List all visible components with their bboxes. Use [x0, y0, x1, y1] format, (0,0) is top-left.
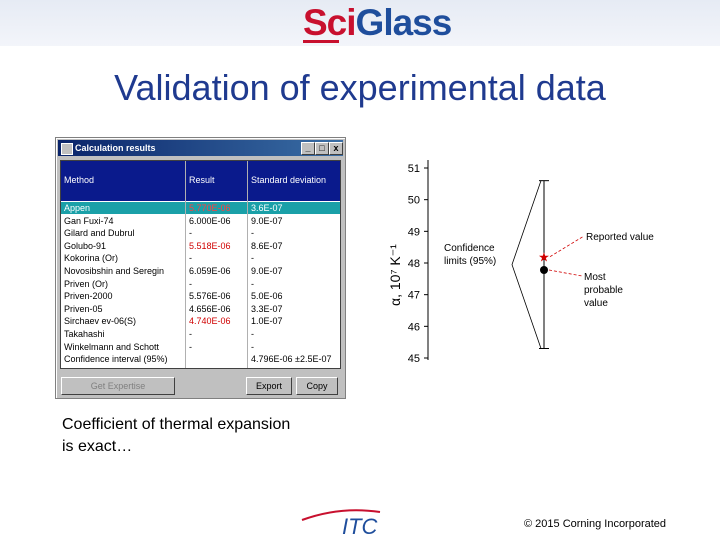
- y-tick-label: 51: [408, 163, 420, 175]
- reported-value-marker: ★: [538, 251, 550, 266]
- close-button[interactable]: x: [329, 142, 343, 155]
- table-cell-method: Confidence interval (95%): [64, 354, 168, 365]
- calculation-results-window: Calculation results _ □ x Method Result …: [55, 137, 346, 399]
- table-row[interactable]: Sirchaev ev-06(S) 4.740E-06 1.0E-07: [61, 315, 340, 327]
- table-cell-method: Winkelmann and Schott: [64, 341, 160, 352]
- sciglass-logo: SciGlass: [303, 2, 452, 43]
- minimize-button[interactable]: _: [301, 142, 315, 155]
- y-tick-label: 48: [408, 258, 420, 270]
- logo-underline: [303, 40, 339, 43]
- most-probable-label: value: [584, 298, 608, 309]
- window-titlebar[interactable]: Calculation results _ □ x: [58, 140, 343, 156]
- table-cell-method: Priven-05: [64, 303, 103, 314]
- table-cell-sd: 9.0E-07: [251, 215, 283, 226]
- table-row[interactable]: Winkelmann and Schott - -: [61, 341, 340, 353]
- y-axis-label: α, 10⁷ K⁻¹: [387, 244, 403, 306]
- table-cell-sd: 5.0E-06: [251, 291, 283, 302]
- get-expertise-button[interactable]: Get Expertise: [61, 377, 175, 395]
- column-divider: [247, 161, 248, 368]
- y-tick-label: 45: [408, 353, 420, 365]
- header-band: [0, 0, 720, 46]
- table-cell-sd: -: [251, 253, 254, 264]
- maximize-button[interactable]: □: [315, 142, 329, 155]
- table-cell-method: Appen: [64, 203, 91, 213]
- most-probable-label: Most: [584, 272, 606, 283]
- copyright: © 2015 Corning Incorporated: [524, 518, 667, 530]
- table-cell-result: -: [189, 253, 192, 264]
- confidence-bracket: [511, 180, 542, 349]
- table-cell-result: 4.740E-06: [189, 316, 231, 327]
- column-divider: [185, 161, 186, 368]
- table-cell-sd: 9.0E-07: [251, 266, 283, 276]
- column-header-method[interactable]: Method: [64, 175, 95, 185]
- slide-title: Validation of experimental data: [114, 67, 606, 108]
- table-row[interactable]: Gilard and Dubrul - -: [61, 227, 340, 239]
- table-cell-method: Golubo-91: [64, 240, 107, 251]
- table-row[interactable]: Takahashi - -: [61, 328, 340, 340]
- y-tick-label: 50: [408, 195, 420, 207]
- export-button[interactable]: Export: [246, 377, 292, 395]
- table-cell-sd: -: [251, 341, 254, 352]
- table-cell-result: 4.656E-06: [189, 303, 231, 314]
- confidence-label: Confidence: [444, 243, 495, 254]
- caption-line: is exact…: [62, 438, 133, 455]
- table-cell-method: Takahashi: [64, 329, 105, 339]
- table-cell-result: 6.000E-06: [189, 215, 231, 226]
- table-cell-sd: 1.0E-07: [251, 316, 283, 327]
- results-grid[interactable]: Method Result Standard deviation Appen 5.…: [60, 160, 341, 369]
- table-cell-result: -: [189, 341, 192, 352]
- table-cell-result: 5.576E-06: [189, 291, 231, 302]
- reported-value-arrow: [549, 235, 585, 258]
- y-tick-label: 46: [408, 321, 420, 333]
- y-tick-label: 49: [408, 226, 420, 238]
- itc-swoosh-icon: [301, 509, 381, 521]
- window-title: Calculation results: [75, 143, 156, 153]
- table-cell-method: Kokorina (Or): [64, 253, 119, 264]
- table-cell-sd: -: [251, 278, 254, 289]
- column-header-standard-deviation[interactable]: Standard deviation: [251, 175, 327, 185]
- column-header-result[interactable]: Result: [189, 175, 215, 185]
- table-cell-method: Gilard and Dubrul: [64, 228, 135, 239]
- table-row[interactable]: Priven-2000 5.576E-06 5.0E-06: [61, 290, 340, 302]
- table-row[interactable]: Priven (Or) - -: [61, 278, 340, 290]
- table-cell-sd: 3.6E-07: [251, 203, 283, 213]
- table-cell-method: Gan Fuxi-74: [64, 215, 114, 226]
- table-cell-method: Priven (Or): [64, 278, 109, 289]
- caption-line: Coefficient of thermal expansion: [62, 416, 291, 433]
- most-probable-label: probable: [584, 285, 623, 296]
- table-cell-sd: 8.6E-07: [251, 240, 283, 251]
- most-probable-arrow: [548, 269, 583, 277]
- table-row[interactable]: Kokorina (Or) - -: [61, 252, 340, 264]
- grid-header: Method Result Standard deviation: [61, 161, 340, 201]
- itc-logo-text: ITC: [342, 514, 378, 536]
- confidence-label: limits (95%): [444, 256, 496, 267]
- table-cell-method: Novosibshin and Seregin: [64, 266, 165, 276]
- table-row[interactable]: Novosibshin and Seregin 6.059E-06 9.0E-07: [61, 265, 340, 277]
- table-cell-sd: 3.3E-07: [251, 303, 283, 314]
- table-cell-sd: -: [251, 228, 254, 239]
- table-cell-sd: 4.796E-06 ±2.5E-07: [251, 354, 332, 365]
- most-probable-marker: [540, 266, 548, 274]
- itc-logo: ITC: [301, 509, 381, 536]
- table-cell-result: 5.518E-06: [189, 240, 231, 251]
- table-row[interactable]: Gan Fuxi-74 6.000E-06 9.0E-07: [61, 215, 340, 227]
- table-row[interactable]: Priven-05 4.656E-06 3.3E-07: [61, 303, 340, 315]
- table-cell-result: 5.770E-06: [189, 203, 231, 213]
- table-row[interactable]: Confidence interval (95%) 4.796E-06 ±2.5E…: [61, 353, 340, 365]
- table-cell-method: Priven-2000: [64, 291, 113, 302]
- table-cell-result: -: [189, 329, 192, 339]
- table-cell-result: -: [189, 278, 192, 289]
- copy-button[interactable]: Copy: [296, 377, 338, 395]
- app-icon: [61, 143, 73, 155]
- y-tick-label: 47: [408, 290, 420, 302]
- slide-caption: Coefficient of thermal expansion is exac…: [62, 414, 362, 458]
- table-row[interactable]: Appen 5.770E-06 3.6E-07: [61, 202, 340, 214]
- table-cell-result: 6.059E-06: [189, 266, 231, 276]
- table-row[interactable]: Golubo-91 5.518E-06 8.6E-07: [61, 240, 340, 252]
- reported-value-label: Reported value: [586, 232, 654, 243]
- table-cell-result: -: [189, 228, 192, 239]
- table-cell-sd: -: [251, 329, 254, 339]
- validation-chart: 45 46 47 48 49 50 51 α, 10⁷ K⁻¹ Confidence lim…: [387, 160, 654, 365]
- table-cell-method: Sirchaev ev-06(S): [64, 316, 137, 327]
